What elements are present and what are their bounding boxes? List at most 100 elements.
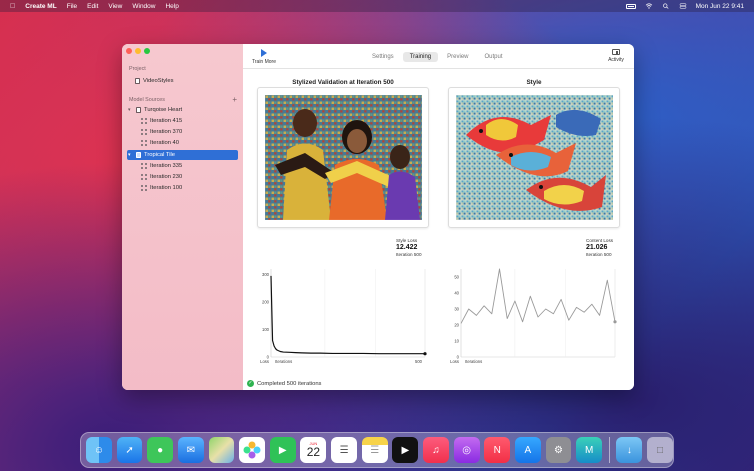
add-model-source-button[interactable]: + [232,95,237,104]
sidebar-item-project[interactable]: VideoStyles [135,76,174,86]
tab-bar: Settings Training Preview Output [365,52,510,62]
style-image-icon [136,152,141,158]
loss-series-line [460,268,616,324]
menu-bar:  Create ML File Edit View Window Help M… [0,0,754,12]
safari-icon[interactable]: ➚ [116,437,143,463]
model-sources-section-label: Model Sources [129,97,165,103]
style-loss-iteration: Iteration 500 [396,252,422,258]
system-preferences-icon[interactable]: ⚙ [545,437,572,463]
train-more-label: Train More [252,59,276,65]
sidebar-item-iteration-230[interactable]: Iteration 230 [141,172,182,182]
disclosure-chevron-icon[interactable]: ▾ [128,152,131,158]
music-icon[interactable]: ♫ [423,437,449,463]
sidebar-item-turqoise-heart[interactable]: ▾ Turqoise Heart [128,105,182,115]
sidebar: Project VideoStyles Model Sources + ▾ Tu… [122,44,243,390]
notes-icon[interactable]: ☰ [361,437,388,463]
sidebar-item-tropical-tile[interactable]: ▾ Tropical Tile [128,150,175,160]
iteration-label: Iteration 100 [150,185,183,191]
facetime-icon[interactable]: ▶ [269,437,296,463]
style-image-card [448,87,620,228]
create-ml-window: Project VideoStyles Model Sources + ▾ Tu… [122,44,634,390]
trash-icon[interactable]: □ [647,437,673,463]
content-loss-iteration: Iteration 500 [586,252,612,258]
calendar-icon[interactable]: JUN 22 [300,437,327,463]
minimize-window-button[interactable] [135,48,141,54]
y-tick-label: 20 [454,323,459,328]
iteration-label: Iteration 415 [150,118,183,124]
finder-icon[interactable]: ☺ [86,437,112,463]
y-tick-label: 40 [454,291,459,296]
sidebar-item-iteration-370[interactable]: Iteration 370 [141,127,182,137]
project-section-label: Project [129,66,146,72]
y-tick-label: 10 [454,339,459,344]
style-loss-label: Style Loss [396,238,418,243]
tab-output[interactable]: Output [484,54,503,60]
close-window-button[interactable] [126,48,132,54]
podcasts-icon[interactable]: ◎ [453,437,480,463]
content-loss-value: 21.026 [586,243,608,251]
style-loss-value: 12.422 [396,243,418,251]
menu-edit[interactable]: Edit [81,2,98,10]
tab-training[interactable]: Training [402,52,439,62]
model-grid-icon [141,118,147,124]
train-more-button[interactable]: Train More [251,49,277,65]
dock-separator [608,437,610,463]
app-store-icon[interactable]: A [514,437,541,463]
content-loss-stat: Content Loss 21.026 Iteration 500 [586,238,613,258]
tab-preview[interactable]: Preview [447,54,469,60]
reminders-icon[interactable]: ☰ [331,437,357,463]
spotlight-search-icon[interactable] [662,3,670,9]
calendar-day: 22 [306,445,321,459]
x-tick-label: Iterations [275,359,292,364]
apple-tv-icon[interactable]: ▶ [392,437,419,463]
style-image-icon [136,107,141,113]
model-grid-icon [141,129,147,135]
sidebar-item-iteration-335[interactable]: Iteration 335 [141,161,182,171]
battery-icon[interactable] [625,3,636,9]
photos-icon[interactable] [239,437,266,463]
tab-settings[interactable]: Settings [372,54,394,60]
content-loss-label: Content Loss [586,238,614,243]
menu-help[interactable]: Help [160,2,178,10]
sidebar-item-iteration-100[interactable]: Iteration 100 [141,183,182,193]
project-name: VideoStyles [143,78,174,84]
disclosure-chevron-icon[interactable]: ▾ [128,107,131,113]
y-tick-label: 0 [457,355,460,360]
y-tick-label: 200 [262,300,270,305]
x-axis-label: Loss [260,359,269,364]
mail-icon[interactable]: ✉ [177,437,204,463]
window-controls [126,48,150,54]
menu-window[interactable]: Window [127,2,155,10]
sidebar-item-iteration-415[interactable]: Iteration 415 [141,116,182,126]
iteration-label: Iteration 335 [150,163,183,169]
x-axis-label: Loss [450,359,459,364]
activity-button[interactable]: Activity [606,49,626,63]
menu-view[interactable]: View [103,2,122,10]
y-tick-label: 50 [454,275,459,280]
calendar-month: JUN [309,441,318,446]
x-tick-label: Iterations [465,359,482,364]
status-text: Completed 500 iterations [257,380,322,387]
checkmark-icon: ✓ [247,380,254,387]
control-center-icon[interactable] [679,3,687,9]
style-image [456,95,613,220]
create-ml-icon[interactable]: M [576,437,603,463]
menu-file[interactable]: File [61,2,77,10]
iteration-label: Iteration 370 [150,129,183,135]
iteration-label: Iteration 40 [150,140,180,146]
wifi-icon[interactable] [645,3,653,9]
y-tick-label: 300 [262,272,270,277]
menu-bar-clock[interactable]: Mon Jun 22 9:41 [695,2,744,10]
menu-app-name[interactable]: Create ML [20,2,56,10]
dock: ☺ ➚ ● ✉ ▶ JUN 22 ☰ ☰ ▶ ♫ ◎ N A ⚙ M ↓ □ [80,432,674,468]
toolbar: Train More Settings Training Preview Out… [243,44,634,69]
news-icon[interactable]: N [484,437,511,463]
messages-icon[interactable]: ● [147,437,174,463]
play-icon [261,49,267,57]
maps-icon[interactable] [208,437,235,463]
downloads-folder-icon[interactable]: ↓ [616,437,643,463]
zoom-window-button[interactable] [144,48,150,54]
apple-icon[interactable]:  [10,3,15,10]
content-loss-chart: 0 10 20 30 40 50 Loss Iterations [450,268,617,364]
sidebar-item-iteration-40[interactable]: Iteration 40 [141,138,179,148]
